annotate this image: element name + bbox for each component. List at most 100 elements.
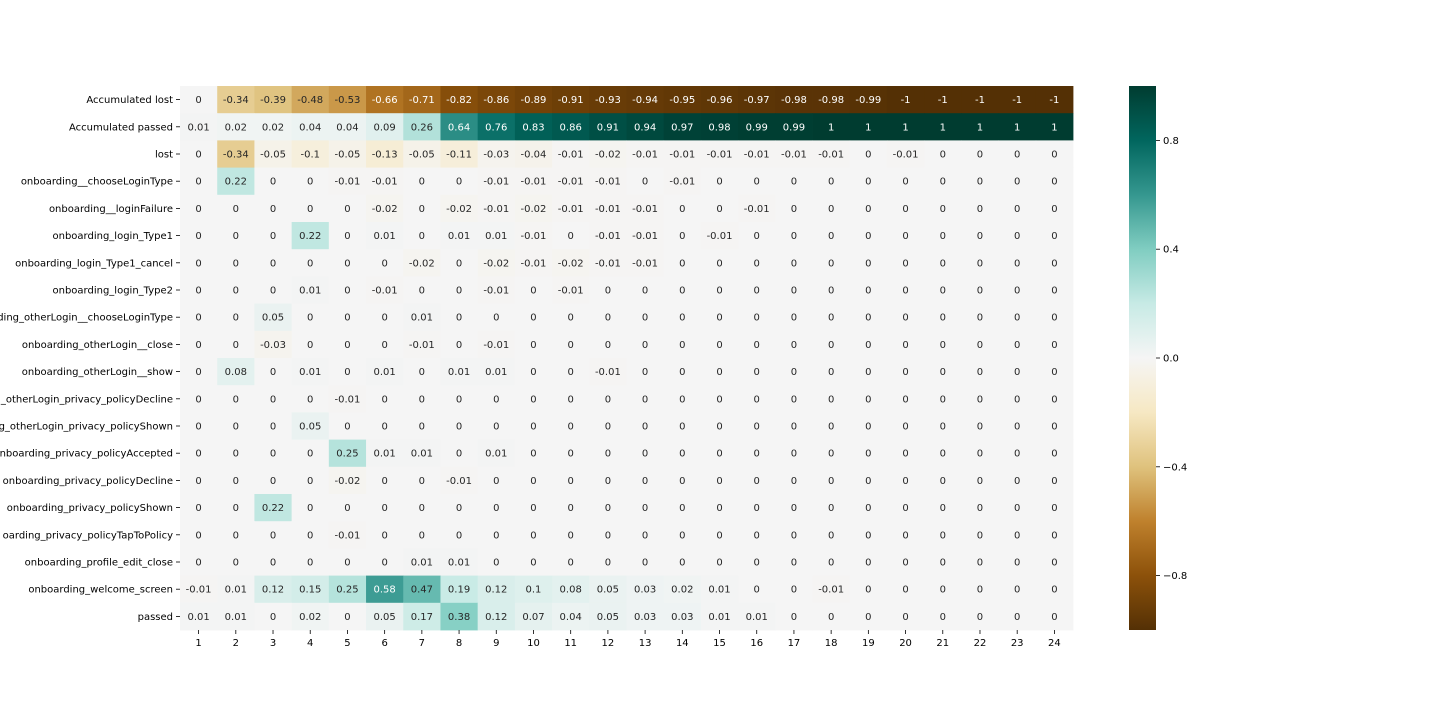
cell-value-label: 0 [568, 394, 574, 405]
cell-value-label: 0 [828, 558, 834, 569]
heatmap-cell [886, 602, 925, 631]
cell-value-label: 0 [270, 558, 276, 569]
x-tick-label: 14 [676, 638, 689, 649]
cell-value-label: 0 [233, 558, 239, 569]
heatmap-cell [1035, 194, 1074, 223]
heatmap-cell [812, 140, 851, 168]
heatmap-cell [217, 167, 255, 196]
heatmap-cell [998, 358, 1037, 386]
heatmap-cell [366, 276, 404, 304]
heatmap-cell [291, 303, 330, 332]
cell-value-label: 0 [568, 313, 574, 324]
cell-value-label: 0 [828, 286, 834, 297]
heatmap-cell [328, 439, 367, 468]
cell-value-label: 0 [233, 503, 239, 514]
heatmap-cell [254, 385, 293, 413]
x-tick-label: 6 [381, 638, 387, 649]
heatmap-cell [403, 249, 441, 277]
heatmap-cell [552, 140, 590, 168]
heatmap-cell [1035, 249, 1074, 277]
cell-value-label: 0 [568, 530, 574, 541]
heatmap-cell [552, 358, 590, 386]
y-tick-label: onboarding_privacy_policyDecline [3, 476, 173, 487]
heatmap-cell [626, 412, 665, 440]
heatmap-cell [663, 385, 702, 413]
heatmap-cell [366, 167, 404, 196]
heatmap-cell [626, 494, 665, 522]
heatmap-cell [886, 113, 925, 141]
heatmap-cell [961, 602, 999, 631]
cell-value-label: 0 [233, 449, 239, 460]
cell-value-label: 1 [977, 122, 983, 133]
cell-value-label: 0.19 [448, 585, 470, 596]
heatmap-cell [886, 249, 925, 277]
cell-value-label: 0.25 [336, 449, 358, 460]
cell-value-label: 0 [456, 449, 462, 460]
heatmap-cell [291, 358, 330, 386]
heatmap-cell [961, 194, 999, 223]
heatmap-cell [180, 86, 218, 114]
heatmap-cell [403, 358, 441, 386]
heatmap-cell [626, 548, 665, 576]
heatmap-cell [328, 358, 367, 386]
cell-value-label: 0 [642, 367, 648, 378]
heatmap-cell [775, 439, 813, 468]
heatmap-cell [291, 249, 330, 277]
cell-value-label: 0 [642, 286, 648, 297]
heatmap-cell [291, 466, 330, 495]
cell-value-label: 0 [902, 585, 908, 596]
heatmap-cell [961, 521, 999, 549]
cell-value-label: 0 [1014, 476, 1020, 487]
cell-value-label: 0 [530, 422, 536, 433]
heatmap-cell [849, 194, 888, 223]
heatmap-cell [700, 575, 739, 604]
cell-value-label: 0 [307, 177, 313, 188]
heatmap-cell [998, 194, 1037, 223]
cell-value-label: 0 [977, 204, 983, 215]
cell-value-label: -0.99 [855, 95, 881, 106]
cell-value-label: 0 [1051, 286, 1057, 297]
heatmap-cell [924, 466, 962, 495]
cell-value-label: 0 [865, 612, 871, 623]
heatmap-cell [254, 222, 293, 250]
cell-value-label: 0 [642, 313, 648, 324]
cell-value-label: -0.03 [483, 150, 509, 161]
cell-value-label: -0.94 [632, 95, 658, 106]
heatmap-cell [589, 521, 627, 549]
heatmap-cell [998, 222, 1037, 250]
cell-value-label: -0.01 [632, 150, 658, 161]
heatmap-cell [403, 494, 441, 522]
heatmap-cell [217, 194, 255, 223]
heatmap-cell [961, 330, 999, 359]
heatmap-cell [924, 222, 962, 250]
y-tick-label: onboarding_login_Type1 [53, 231, 174, 242]
heatmap-cell [254, 575, 293, 604]
heatmap-cell [998, 385, 1037, 413]
heatmap-cell [328, 385, 367, 413]
cell-value-label: 0 [419, 231, 425, 242]
cell-value-label: 0 [977, 558, 983, 569]
heatmap-cell [626, 575, 665, 604]
cell-value-label: -0.04 [521, 150, 547, 161]
cell-value-label: 0 [828, 530, 834, 541]
cell-value-label: -0.01 [632, 204, 658, 215]
cell-value-label: 0 [865, 476, 871, 487]
y-tick-label: onboarding_login_Type1_cancel [15, 258, 173, 269]
heatmap-cell [440, 358, 479, 386]
cell-value-label: 0 [605, 558, 611, 569]
heatmap-cell [552, 303, 590, 332]
heatmap-cell [589, 276, 627, 304]
cell-value-label: 0 [307, 394, 313, 405]
heatmap-cell [1035, 358, 1074, 386]
heatmap-cell [366, 466, 404, 495]
cell-value-label: 0 [344, 503, 350, 514]
heatmap-cell [886, 548, 925, 576]
cell-value-label: -0.34 [223, 150, 249, 161]
cell-value-label: 0 [419, 367, 425, 378]
cell-value-label: 0 [679, 530, 685, 541]
heatmap-cell [589, 602, 627, 631]
heatmap-cell [663, 303, 702, 332]
heatmap-cell [738, 330, 776, 359]
cell-value-label: 0 [233, 313, 239, 324]
heatmap-cell [514, 358, 553, 386]
